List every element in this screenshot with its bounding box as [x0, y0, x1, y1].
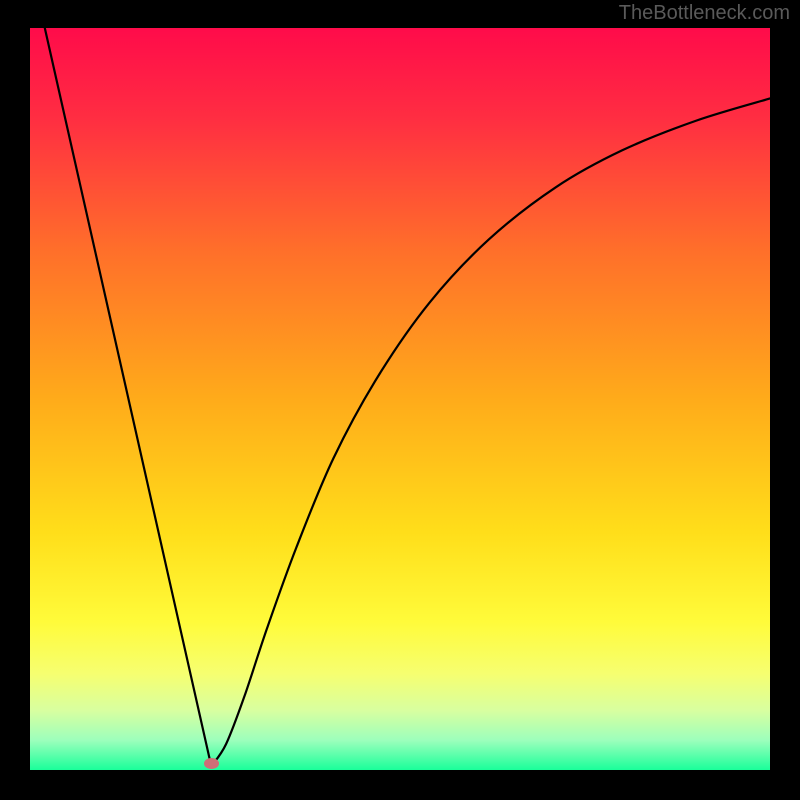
curve-path [45, 28, 770, 766]
minimum-marker [204, 758, 220, 769]
watermark-text: TheBottleneck.com [619, 2, 790, 25]
chart-plot-area [30, 28, 770, 770]
bottleneck-curve [30, 28, 770, 770]
